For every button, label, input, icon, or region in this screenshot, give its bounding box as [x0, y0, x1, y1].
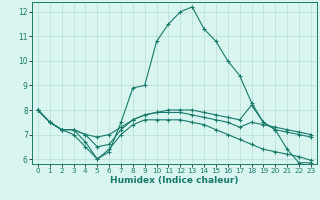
- X-axis label: Humidex (Indice chaleur): Humidex (Indice chaleur): [110, 176, 239, 185]
